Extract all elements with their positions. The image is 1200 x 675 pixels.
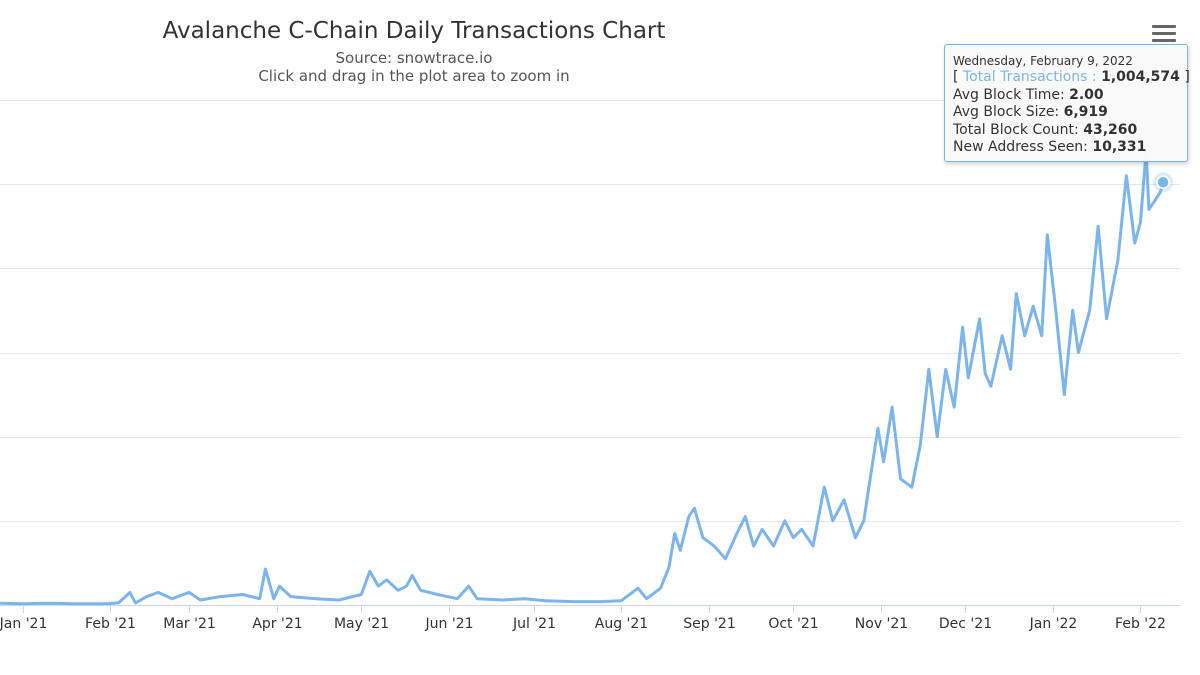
tooltip-total-block-count: Total Block Count: 43,260 (953, 122, 1187, 140)
tooltip-date: Wednesday, February 9, 2022 (953, 54, 1133, 68)
x-tick-label: Nov '21 (855, 616, 908, 632)
x-tick-label: Aug '21 (595, 616, 648, 632)
tooltip-value: 10,331 (1092, 139, 1147, 155)
grid-lines (0, 100, 1180, 522)
x-tick-label: Oct '21 (768, 616, 818, 632)
series-line-total-transactions (0, 149, 1165, 606)
tooltip-new-address-seen: New Address Seen: 10,331 (953, 139, 1187, 157)
x-axis: Jan '21 Feb '21 Mar '21 Apr '21 May '21 Jun '… (0, 605, 1180, 632)
tooltip-series-row: [ Total Transactions : 1,004,574 ] (953, 69, 1190, 87)
hamburger-menu-icon[interactable] (1152, 25, 1176, 47)
tooltip-series-name: Total Transactions (962, 69, 1088, 85)
tooltip-label: Avg Block Size: (953, 104, 1060, 120)
menu-bar (1152, 39, 1176, 42)
chart-title: Avalanche C-Chain Daily Transactions Cha… (162, 18, 666, 44)
x-tick-label: Mar '21 (163, 616, 216, 632)
x-tick-label: Feb '21 (85, 616, 136, 632)
x-tick-label: Jan '22 (1029, 616, 1078, 632)
x-tick-label: Apr '21 (252, 616, 302, 632)
menu-bar (1152, 32, 1176, 35)
zoom-hint: Click and drag in the plot area to zoom … (258, 67, 570, 85)
x-tick-label: Jul '21 (512, 616, 556, 632)
tooltip: Wednesday, February 9, 2022 [ Total Tran… (944, 44, 1190, 162)
hover-point-marker (1156, 175, 1170, 189)
x-tick-label: Jan '21 (0, 616, 47, 632)
tooltip-label: Total Block Count: (953, 121, 1079, 138)
tooltip-close-bracket: ] (1184, 69, 1190, 85)
tooltip-value: 6,919 (1063, 104, 1108, 120)
marker-layer (1153, 172, 1174, 193)
x-tick-label: Jun '21 (425, 616, 474, 632)
x-tick-label: Sep '21 (683, 616, 736, 632)
menu-bar (1152, 25, 1176, 28)
tooltip-label: New Address Seen: (953, 139, 1088, 155)
tooltip-avg-block-time: Avg Block Time: 2.00 (953, 87, 1187, 105)
tooltip-separator: : (1091, 69, 1097, 85)
tooltip-value: 2.00 (1069, 86, 1104, 103)
tooltip-avg-block-size: Avg Block Size: 6,919 (953, 104, 1187, 122)
tooltip-value: 43,260 (1083, 121, 1138, 138)
x-tick-label: Dec '21 (939, 616, 992, 632)
tooltip-label: Avg Block Time: (953, 86, 1065, 103)
series-layer (0, 149, 1165, 606)
chart-subtitle: Source: snowtrace.io (335, 49, 493, 67)
x-tick-label: May '21 (334, 616, 389, 632)
tooltip-series-value: 1,004,574 (1101, 69, 1180, 85)
x-tick-label: Feb '22 (1115, 616, 1166, 632)
tooltip-open-bracket: [ (953, 69, 959, 85)
